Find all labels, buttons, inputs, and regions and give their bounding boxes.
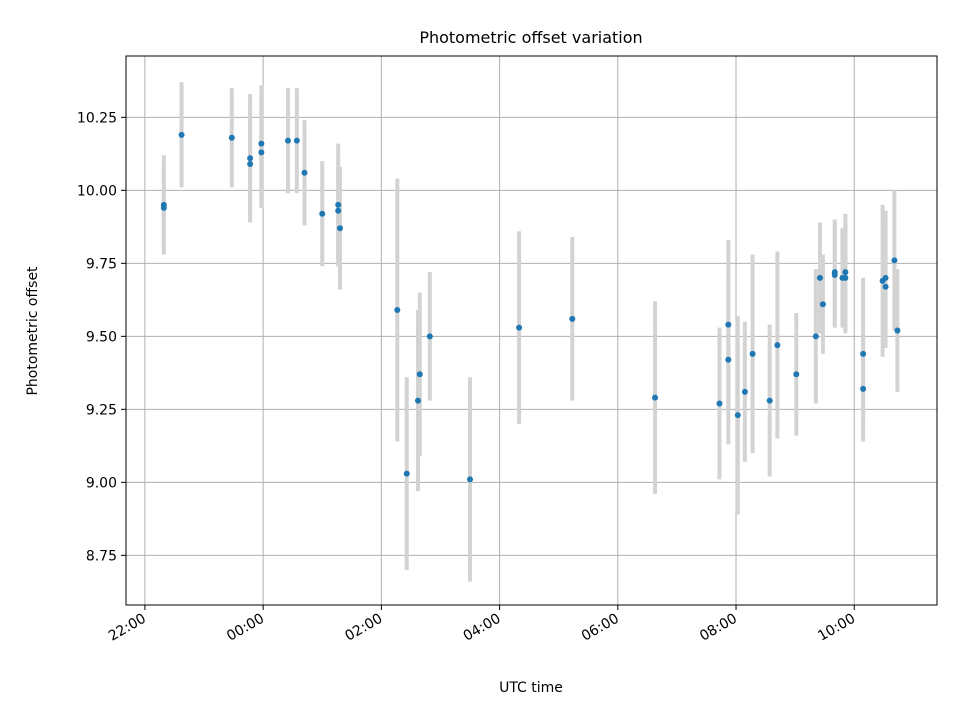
data-point: [416, 371, 423, 378]
data-point: [394, 307, 401, 314]
data-point: [258, 149, 265, 156]
data-point: [891, 257, 898, 264]
data-point: [258, 140, 265, 147]
data-point: [842, 269, 849, 276]
y-tick-label: 9.75: [86, 256, 117, 272]
data-point: [894, 327, 901, 334]
data-point: [816, 274, 823, 281]
data-point: [749, 350, 756, 357]
y-tick-label: 9.00: [86, 475, 117, 491]
y-tick-label: 9.25: [86, 402, 117, 418]
data-point: [403, 470, 410, 477]
data-point: [793, 371, 800, 378]
data-point: [335, 207, 342, 214]
y-tick-label: 8.75: [86, 548, 117, 564]
data-point: [774, 342, 781, 349]
chart-title: Photometric offset variation: [419, 28, 642, 47]
y-tick-label: 10.00: [77, 183, 117, 199]
data-point: [293, 137, 300, 144]
x-axis-label: UTC time: [499, 680, 563, 696]
data-point: [882, 283, 889, 290]
data-point: [426, 333, 433, 340]
data-point: [812, 333, 819, 340]
data-point: [467, 476, 474, 483]
data-point: [284, 137, 291, 144]
data-point: [831, 272, 838, 279]
data-point: [766, 397, 773, 404]
data-point: [335, 201, 342, 208]
data-point: [716, 400, 723, 407]
data-point: [516, 324, 523, 331]
data-point: [569, 315, 576, 322]
data-point: [301, 169, 308, 176]
data-point: [860, 350, 867, 357]
data-point: [415, 397, 422, 404]
data-point: [819, 301, 826, 308]
data-point: [734, 412, 741, 419]
data-point: [247, 155, 254, 162]
data-point: [882, 274, 889, 281]
y-axis-label: Photometric offset: [25, 266, 41, 396]
data-point: [178, 131, 185, 138]
data-point: [725, 321, 732, 328]
plot-frame: [125, 55, 938, 606]
data-point: [725, 356, 732, 363]
y-axis-ticks: 8.75 9.00 9.25 9.50 9.75 10.00 10.25: [77, 110, 126, 564]
grid: [126, 56, 937, 605]
data-points: [160, 131, 901, 483]
data-point: [247, 161, 254, 168]
data-point: [336, 225, 343, 232]
data-point: [741, 388, 748, 395]
data-point: [160, 204, 167, 211]
data-point: [842, 274, 849, 281]
data-point: [228, 134, 235, 141]
data-point: [319, 210, 326, 217]
y-tick-label: 9.50: [86, 329, 117, 345]
data-point: [860, 385, 867, 392]
y-tick-label: 10.25: [77, 110, 117, 126]
data-point: [652, 394, 659, 401]
